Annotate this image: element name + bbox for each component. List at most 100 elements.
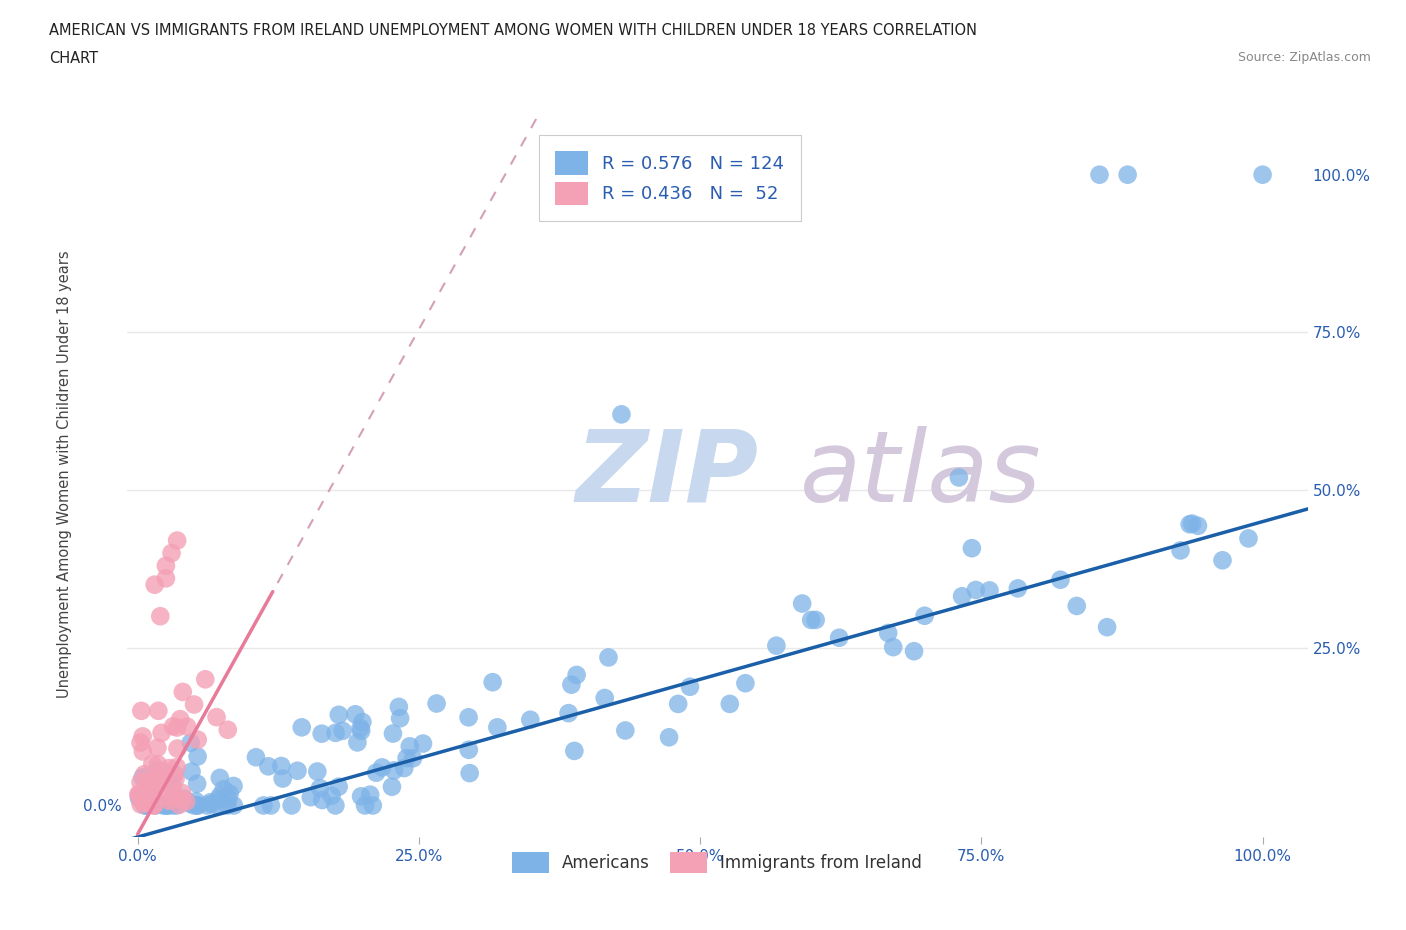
Point bbox=[184, 794, 207, 809]
Point bbox=[658, 730, 681, 745]
Point bbox=[426, 696, 449, 711]
Point bbox=[1181, 516, 1204, 531]
Text: AMERICAN VS IMMIGRANTS FROM IRELAND UNEMPLOYMENT AMONG WOMEN WITH CHILDREN UNDER: AMERICAN VS IMMIGRANTS FROM IRELAND UNEM… bbox=[49, 23, 977, 38]
Point bbox=[165, 771, 187, 786]
Point bbox=[163, 768, 186, 783]
Point bbox=[557, 706, 579, 721]
Point bbox=[321, 789, 343, 804]
Point bbox=[307, 764, 329, 779]
Point bbox=[222, 798, 245, 813]
Point bbox=[160, 546, 183, 561]
Point bbox=[150, 725, 173, 740]
Point bbox=[200, 795, 222, 810]
Point bbox=[212, 782, 235, 797]
Point bbox=[157, 790, 180, 805]
Y-axis label: Unemployment Among Women with Children Under 18 years: Unemployment Among Women with Children U… bbox=[56, 250, 72, 698]
Point bbox=[481, 675, 503, 690]
Point bbox=[979, 583, 1001, 598]
Point bbox=[166, 720, 188, 735]
Point bbox=[195, 798, 218, 813]
Point bbox=[562, 743, 585, 758]
Point bbox=[142, 798, 165, 813]
Point bbox=[166, 741, 188, 756]
Legend: Americans, Immigrants from Ireland: Americans, Immigrants from Ireland bbox=[506, 845, 928, 880]
Point bbox=[392, 761, 415, 776]
Point bbox=[208, 770, 231, 785]
Point bbox=[287, 764, 309, 778]
Point bbox=[180, 736, 202, 751]
Point bbox=[792, 596, 814, 611]
Point bbox=[950, 589, 973, 604]
Point bbox=[388, 699, 411, 714]
Point bbox=[1187, 518, 1209, 533]
Point bbox=[1088, 167, 1111, 182]
Point bbox=[149, 609, 172, 624]
Point bbox=[172, 792, 194, 807]
Point bbox=[180, 764, 202, 779]
Point bbox=[155, 571, 177, 586]
Point bbox=[148, 703, 170, 718]
Point bbox=[170, 786, 193, 801]
Point bbox=[614, 723, 637, 737]
Point bbox=[132, 744, 155, 759]
Point bbox=[187, 798, 209, 813]
Point bbox=[960, 540, 983, 555]
Point bbox=[610, 407, 633, 422]
Point bbox=[166, 760, 188, 775]
Point bbox=[371, 760, 394, 775]
Point bbox=[257, 759, 280, 774]
Point bbox=[299, 790, 322, 804]
Point bbox=[128, 790, 150, 805]
Point bbox=[877, 626, 900, 641]
Text: Source: ZipAtlas.com: Source: ZipAtlas.com bbox=[1237, 51, 1371, 64]
Point bbox=[280, 798, 302, 813]
Point bbox=[149, 771, 172, 786]
Point bbox=[162, 798, 184, 813]
Point bbox=[176, 719, 198, 734]
Point bbox=[152, 798, 174, 813]
Point bbox=[131, 790, 153, 805]
Point bbox=[146, 757, 169, 772]
Point bbox=[139, 780, 162, 795]
Point bbox=[187, 732, 209, 747]
Point bbox=[666, 697, 689, 711]
Point bbox=[155, 558, 177, 573]
Point bbox=[366, 765, 388, 780]
Point bbox=[352, 714, 374, 729]
Point bbox=[458, 765, 481, 780]
Point bbox=[166, 533, 188, 548]
Point bbox=[143, 578, 166, 592]
Point bbox=[208, 789, 231, 804]
Point bbox=[346, 735, 368, 750]
Text: atlas: atlas bbox=[800, 426, 1042, 523]
Point bbox=[381, 779, 404, 794]
Point bbox=[138, 780, 160, 795]
Point bbox=[127, 787, 149, 802]
Point bbox=[398, 739, 420, 754]
Point bbox=[149, 764, 172, 778]
Point bbox=[350, 724, 373, 738]
Point bbox=[157, 761, 180, 776]
Point bbox=[149, 777, 172, 791]
Point bbox=[169, 711, 191, 726]
Point bbox=[349, 721, 371, 736]
Point bbox=[132, 793, 155, 808]
Point bbox=[382, 763, 405, 777]
Point bbox=[271, 771, 294, 786]
Text: ZIP: ZIP bbox=[575, 426, 758, 523]
Point bbox=[325, 798, 347, 813]
Point bbox=[389, 711, 412, 725]
Point bbox=[457, 710, 479, 724]
Point bbox=[222, 778, 245, 793]
Point bbox=[134, 798, 156, 813]
Point bbox=[1170, 543, 1192, 558]
Point bbox=[412, 737, 434, 751]
Point bbox=[155, 798, 177, 813]
Point bbox=[328, 779, 350, 794]
Point bbox=[129, 775, 152, 790]
Point bbox=[138, 774, 160, 789]
Point bbox=[344, 707, 367, 722]
Point bbox=[186, 798, 208, 813]
Point bbox=[519, 712, 541, 727]
Point bbox=[136, 795, 159, 810]
